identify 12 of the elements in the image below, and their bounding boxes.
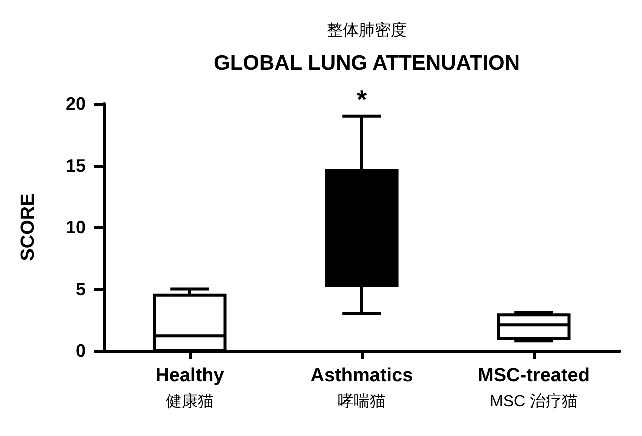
x-tick-label: Healthy 健康猫 [156, 366, 225, 410]
y-tick-label: 10 [66, 218, 86, 238]
chart-subtitle: 整体肺密度 [327, 22, 407, 40]
y-axis-title: SCORE [18, 194, 39, 262]
y-tick-label: 0 [76, 341, 86, 361]
chart-title: GLOBAL LUNG ATTENUATION [214, 52, 520, 75]
x-tick-label: MSC-treated MSC 治疗猫 [478, 366, 590, 410]
x-tick-label: Asthmatics 哮喘猫 [310, 366, 414, 410]
y-tick-label: 5 [76, 279, 86, 300]
annotation: * [356, 84, 368, 114]
y-tick-label: 20 [66, 94, 86, 114]
y-tick-label: 15 [66, 156, 86, 176]
